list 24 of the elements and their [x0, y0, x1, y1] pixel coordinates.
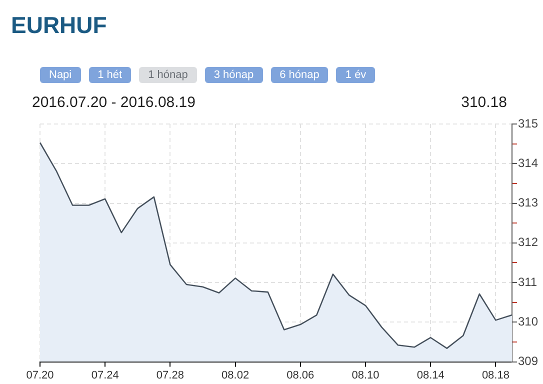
period-button[interactable]: 1 hét — [88, 67, 132, 83]
x-tick-label: 07.28 — [156, 369, 184, 382]
y-tick-label: 312 — [518, 235, 538, 250]
period-button[interactable]: Napi — [40, 67, 81, 83]
chart-title: EURHUF — [11, 12, 107, 39]
text: 310.18 — [461, 94, 507, 111]
y-tick-label: 315 — [518, 116, 538, 130]
y-tick-label: 311 — [518, 274, 538, 289]
y-tick-label: 310 — [518, 314, 538, 328]
x-tick-label: 08.10 — [352, 369, 380, 382]
y-tick-label: 314 — [518, 156, 538, 170]
period-button[interactable]: 1 év — [336, 67, 376, 83]
x-tick-label: 08.14 — [416, 369, 444, 382]
x-tick-label: 08.02 — [222, 369, 250, 382]
chart-subtitle: 2016.07.20 - 2016.08.19 — [32, 94, 196, 111]
period-button[interactable]: 3 hónap — [204, 67, 263, 83]
period-button[interactable]: 6 hónap — [270, 67, 328, 83]
x-tick-label: 08.18 — [482, 369, 510, 382]
y-tick-label: 309 — [518, 354, 538, 368]
x-tick-label: 07.24 — [91, 369, 119, 382]
x-tick-label: 07.20 — [26, 369, 54, 382]
period-button[interactable]: 1 hónap — [139, 67, 197, 83]
x-tick-label: 08.06 — [286, 369, 314, 382]
y-tick-label: 313 — [518, 196, 538, 210]
